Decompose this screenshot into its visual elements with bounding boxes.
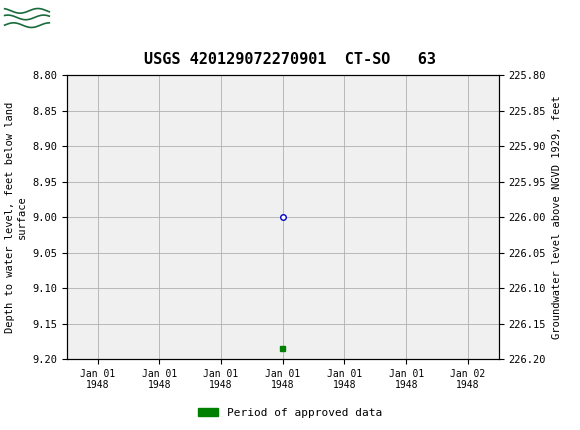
Text: USGS: USGS xyxy=(58,10,113,28)
Legend: Period of approved data: Period of approved data xyxy=(194,403,386,422)
Y-axis label: Groundwater level above NGVD 1929, feet: Groundwater level above NGVD 1929, feet xyxy=(552,95,561,339)
Text: USGS 420129072270901  CT-SO   63: USGS 420129072270901 CT-SO 63 xyxy=(144,52,436,67)
Y-axis label: Depth to water level, feet below land
surface: Depth to water level, feet below land su… xyxy=(5,101,27,333)
FancyBboxPatch shape xyxy=(3,3,55,36)
Bar xyxy=(280,346,285,351)
